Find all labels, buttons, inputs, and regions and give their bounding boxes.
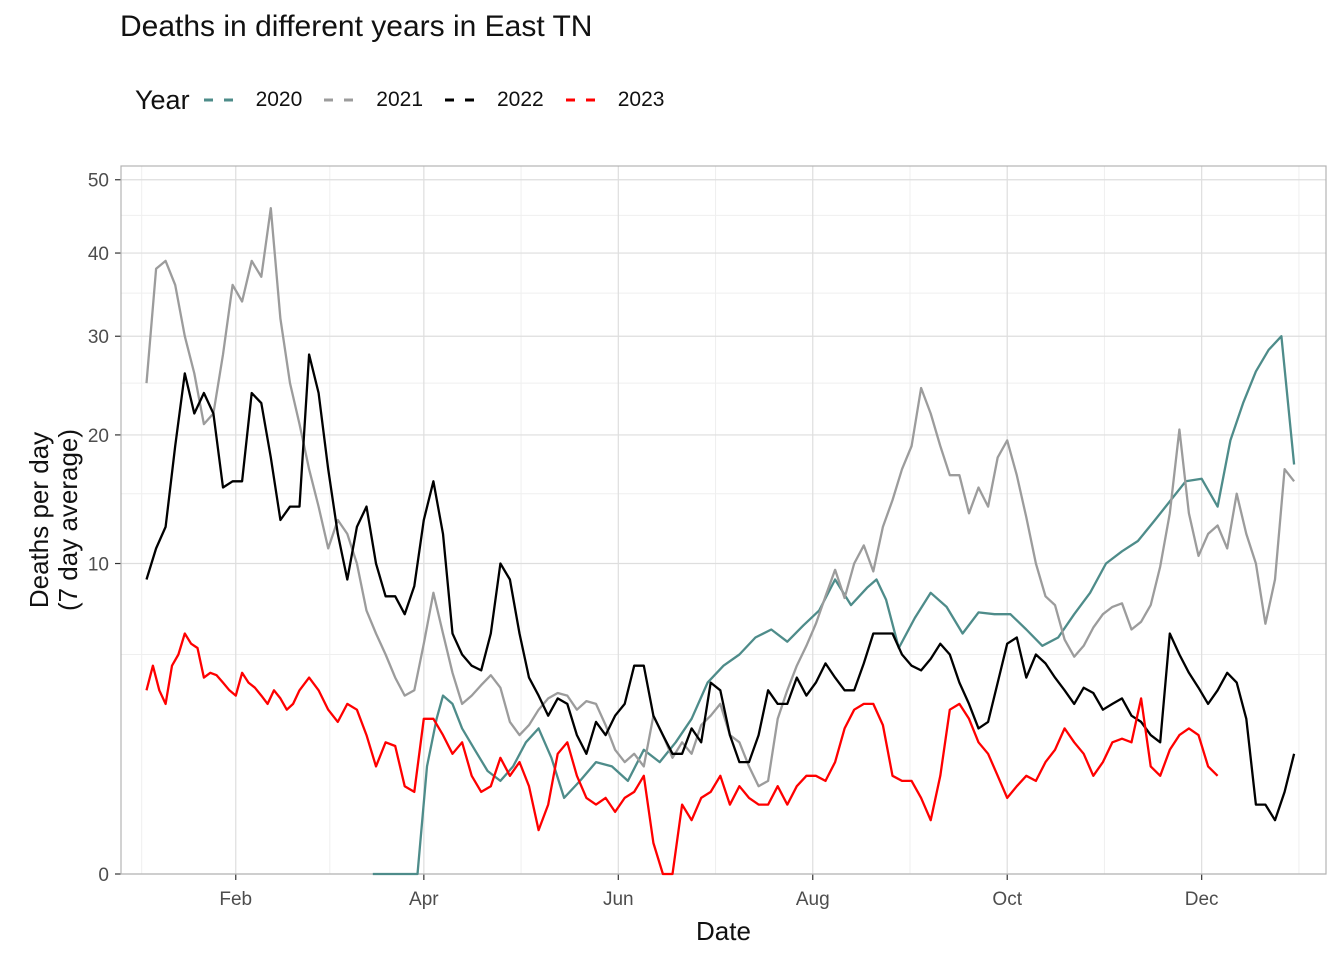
legend-item-2020: 2020: [202, 88, 303, 112]
legend-key-2023: [565, 98, 604, 102]
legend-label-2021: 2021: [376, 88, 423, 111]
x-tick-label: Jun: [603, 889, 634, 910]
y-tick-label: 30: [88, 327, 109, 348]
y-tick-label: 40: [88, 244, 109, 265]
legend-title: Year: [135, 84, 190, 115]
y-tick-label: 0: [98, 865, 109, 886]
y-tick-label: 20: [88, 426, 109, 447]
y-axis-title: Deaths per day (7 day average): [24, 429, 83, 611]
y-axis-title-line: (7 day average): [53, 429, 83, 611]
legend-label-2022: 2022: [497, 88, 544, 111]
y-axis-title-line: Deaths per day: [24, 432, 54, 608]
chart-title: Deaths in different years in East TN: [120, 10, 593, 43]
legend-label-2023: 2023: [617, 88, 665, 111]
legend-item-2021: 2021: [322, 88, 423, 112]
x-tick-label: Apr: [409, 889, 439, 910]
series-line-2021: [145, 206, 1296, 788]
legend-label-2020: 2020: [255, 88, 303, 111]
legend-key-2022: [445, 98, 483, 102]
legend: Year 2020 2021 2022 2023: [135, 84, 684, 116]
legend-key-2021: [324, 98, 363, 102]
x-tick-label: Aug: [796, 889, 830, 910]
legend-key-2020: [203, 98, 242, 102]
y-tick-label: 10: [88, 555, 109, 576]
legend-item-2022: 2022: [443, 88, 544, 112]
series-line-2020: [372, 335, 1296, 876]
legend-item-2023: 2023: [564, 88, 665, 112]
plot-border: [120, 165, 1327, 875]
plot-panel: [121, 166, 1326, 874]
x-tick-label: Oct: [992, 889, 1022, 910]
x-axis-title: Date: [696, 916, 751, 946]
series-line-2023: [145, 632, 1219, 876]
y-tick-label: 50: [88, 171, 109, 192]
x-tick-label: Dec: [1185, 889, 1219, 910]
series-line-2022: [145, 353, 1296, 822]
x-tick-label: Feb: [219, 889, 252, 910]
